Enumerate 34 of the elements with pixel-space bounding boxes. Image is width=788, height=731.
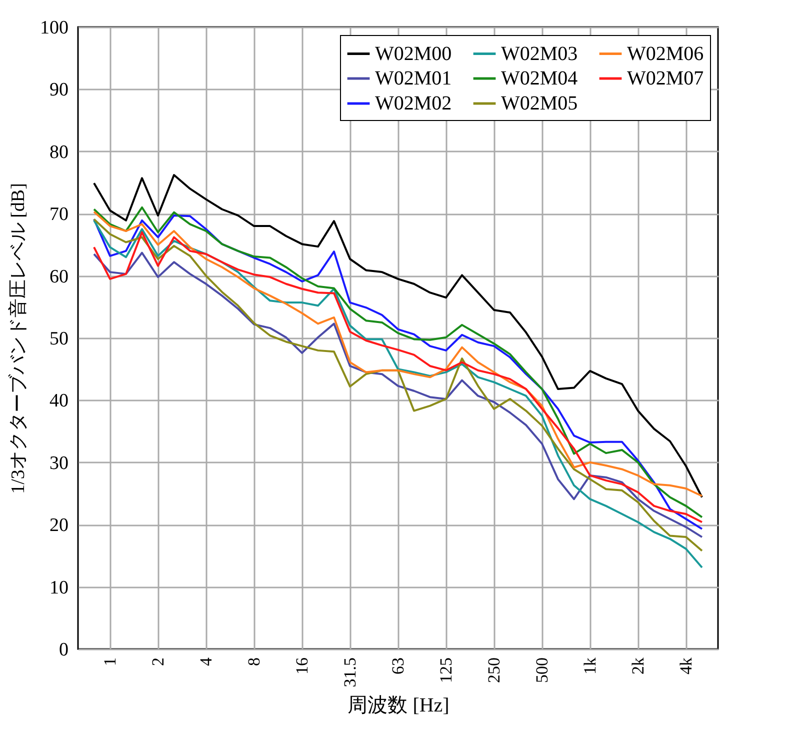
x-tick-label: 1 xyxy=(100,658,120,666)
legend-label: W02M02 xyxy=(375,92,452,114)
y-tick-label: 40 xyxy=(50,390,68,412)
legend-label: W02M04 xyxy=(501,68,578,90)
legend-label: W02M01 xyxy=(375,68,452,90)
legend-label: W02M00 xyxy=(375,42,452,65)
x-tick-label: 16 xyxy=(292,658,312,674)
y-tick-label: 60 xyxy=(50,266,68,288)
x-axis-title: 周波数 [Hz] xyxy=(348,694,450,716)
x-tick-label: 4k xyxy=(676,657,696,674)
y-axis-title: 1/3オクターブバンド音圧レベル [dB] xyxy=(7,183,29,494)
y-tick-label: 0 xyxy=(59,640,68,660)
x-tick-label: 2 xyxy=(148,658,168,666)
y-tick-label: 10 xyxy=(50,577,68,598)
legend-label: W02M03 xyxy=(501,42,578,65)
y-tick-label: 90 xyxy=(50,80,68,101)
y-tick-label: 50 xyxy=(50,328,68,350)
legend-label: W02M06 xyxy=(627,42,704,65)
x-tick-label: 8 xyxy=(244,658,264,666)
legend-label: W02M05 xyxy=(501,92,578,114)
x-tick-label: 125 xyxy=(436,658,456,683)
x-tick-label: 1k xyxy=(580,657,600,674)
y-tick-label: 100 xyxy=(40,18,68,38)
x-tick-label: 63 xyxy=(388,658,408,674)
y-tick-label: 20 xyxy=(50,515,68,536)
y-tick-label: 80 xyxy=(50,142,68,163)
x-tick-label: 2k xyxy=(628,657,648,674)
x-tick-label: 4 xyxy=(196,657,216,666)
y-tick-label: 70 xyxy=(50,204,68,226)
x-tick-label: 250 xyxy=(484,658,504,683)
x-tick-label: 500 xyxy=(532,658,552,683)
legend-label: W02M07 xyxy=(627,68,704,90)
x-tick-label: 31.5 xyxy=(340,658,360,688)
y-tick-label: 30 xyxy=(50,452,68,474)
